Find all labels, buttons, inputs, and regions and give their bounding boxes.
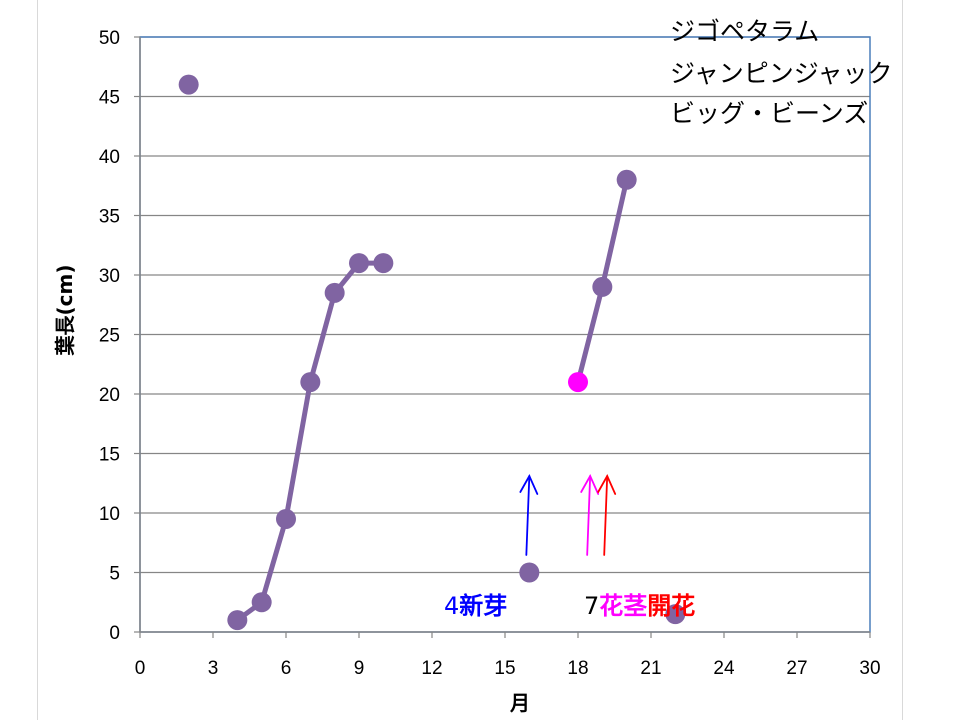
data-series: [178, 74, 686, 631]
y-tick-label-50: 50: [99, 28, 120, 49]
series-4-point-0: [665, 604, 686, 625]
annotation-new-shoot: 4新芽: [444, 592, 507, 620]
series-1-point-4: [324, 282, 345, 303]
annotation-stem-bloom-number: 7: [584, 592, 599, 620]
y-tick-label-15: 15: [99, 445, 120, 466]
series-2-point-0: [519, 562, 540, 583]
annotation-new-shoot-number: 4: [444, 592, 459, 620]
annotation-flower-stem-label: 花茎: [599, 592, 647, 620]
annotation-arrows: [519, 473, 617, 556]
x-tick-label-27: 27: [786, 658, 807, 679]
x-tick-label-3: 3: [208, 658, 219, 679]
series-1-point-6: [373, 253, 394, 274]
chart-title-line-3: ビッグ・ビーンズ: [670, 99, 868, 128]
annotation-arrow-0-head: [519, 473, 539, 495]
x-tick-label-12: 12: [421, 658, 442, 679]
annotation-arrow-1-head: [580, 473, 600, 495]
series-3-point-0: [568, 372, 588, 393]
annotation-arrow-1: [580, 473, 600, 556]
annotation-new-shoot-label: 新芽: [459, 592, 507, 620]
annotation-bloom-label: 開花: [647, 592, 695, 620]
annotation-arrow-2-head: [597, 473, 617, 495]
series-3-point-1: [592, 276, 613, 297]
annotation-arrow-2-shaft: [603, 475, 609, 556]
y-tick-label-20: 20: [99, 385, 120, 406]
annotation-arrow-0-shaft: [525, 475, 531, 556]
x-tick-label-30: 30: [859, 658, 880, 679]
series-1-point-1: [251, 592, 272, 613]
y-tick-label-45: 45: [99, 88, 120, 109]
annotation-arrow-1-shaft: [586, 475, 592, 556]
annotation-arrow-0: [519, 473, 539, 556]
series-1-point-3: [300, 372, 321, 393]
y-tick-label-5: 5: [109, 564, 120, 585]
y-tick-label-35: 35: [99, 207, 120, 228]
chart-title-line-1: ジゴペタラム: [670, 17, 819, 46]
x-tick-label-15: 15: [494, 658, 515, 679]
series-0-point-0: [178, 74, 199, 95]
x-tick-label-6: 6: [281, 658, 292, 679]
y-tick-label-0: 0: [109, 623, 120, 644]
chart-title-line-2: ジャンピンジャック: [670, 59, 893, 88]
tick-labels: 0 5 10 15 20 25 30 35 40 45 50 0 3 6 9 12 15 18 21 24 27 30: [99, 28, 881, 679]
annotation-stem-bloom: 7花茎開花: [584, 592, 695, 620]
series-3-point-2: [616, 169, 637, 190]
x-tick-label-21: 21: [640, 658, 661, 679]
x-tick-label-9: 9: [354, 658, 365, 679]
series-1-point-2: [276, 508, 296, 529]
series-1-point-5: [349, 253, 369, 274]
x-tick-label-18: 18: [567, 658, 588, 679]
x-tick-label-0: 0: [135, 658, 146, 679]
chart-frame: [37, 0, 903, 720]
series-1-line: [235, 260, 384, 623]
y-tick-label-25: 25: [99, 326, 120, 347]
x-tick-label-24: 24: [713, 658, 735, 679]
annotation-arrow-2: [597, 473, 617, 556]
y-tick-label-10: 10: [99, 504, 120, 525]
axes: [134, 36, 871, 638]
y-tick-label-40: 40: [99, 147, 120, 168]
y-axis-title: 葉長(cm): [53, 265, 77, 357]
series-1-point-0: [227, 610, 248, 631]
x-axis-title: 月: [509, 691, 530, 715]
y-tick-label-30: 30: [99, 266, 120, 287]
